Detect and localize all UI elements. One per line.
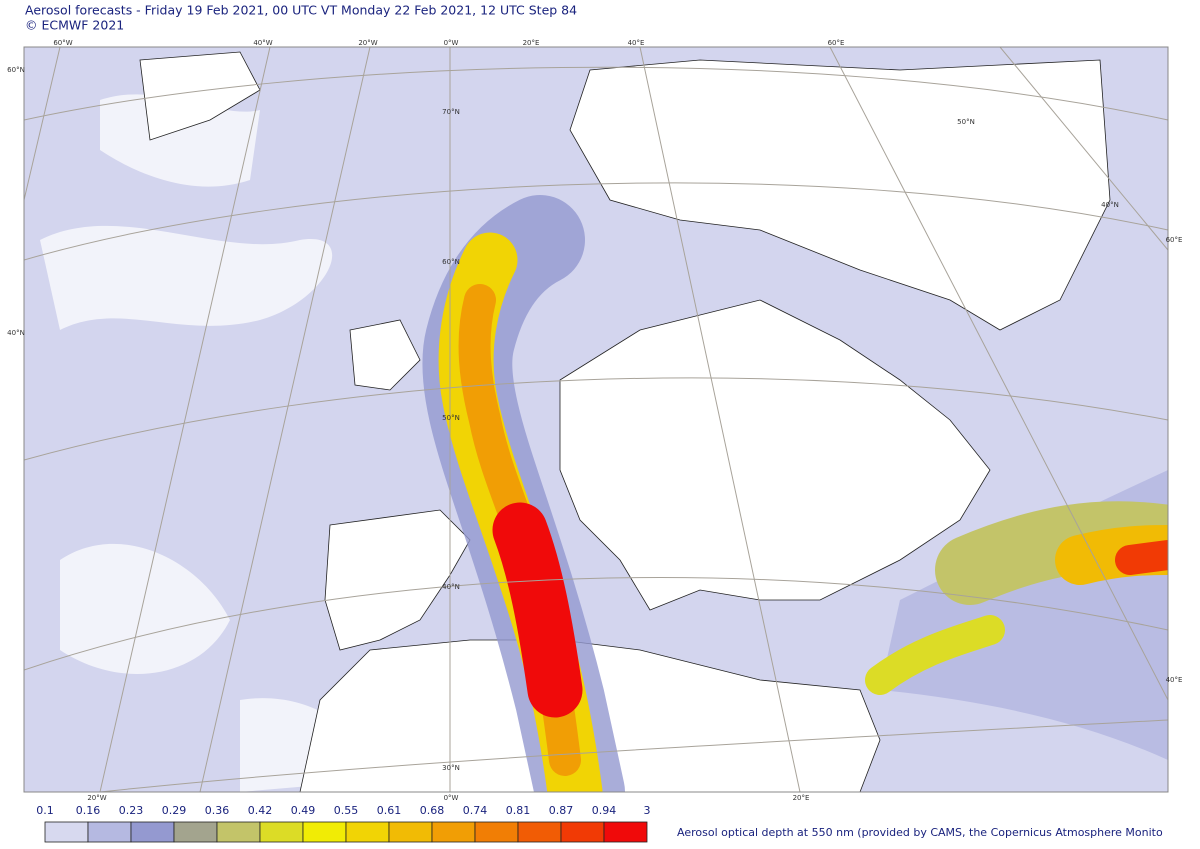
ireland [349,319,421,391]
colorbar-box [431,821,476,843]
graticule-label: 40°N [7,329,25,337]
map [24,47,1168,792]
dynamic: 60°W 40°W 20°W 0°W 20°E 40°E 60°E 60°N 40°N 70°N 6… [7,39,1183,843]
graticule-label: 40°E [1166,676,1183,684]
graticule-label: 20°W [358,39,377,47]
colorbar-tick-label: 0.29 [162,804,187,817]
colorbar-tick-label: 3 [644,804,651,817]
graticule-label: 20°E [523,39,540,47]
colorbar-box [173,821,218,843]
graticule-label: 40°E [628,39,645,47]
colorbar-box [345,821,390,843]
colorbar-tick-label: 0.55 [334,804,359,817]
plume [1115,540,1168,575]
colorbar-tick-label: 0.16 [76,804,101,817]
title: Aerosol forecasts - Friday 19 Feb 2021, … [25,3,577,18]
colorbar-box [560,821,605,843]
graticule-label: 40°N [1101,201,1119,209]
graticule-label: 0°W [444,39,459,47]
north-europe [569,59,1111,331]
graticule-label: 60°W [53,39,72,47]
graticule-label: 70°N [442,108,460,116]
graticule-label: 40°N [442,583,460,591]
colorbar-box [216,821,261,843]
colorbar-tick-label: 0.87 [549,804,574,817]
clean-air [40,94,380,792]
graticule-label: 50°N [442,414,460,422]
colorbar-box [302,821,347,843]
colorbar-box [388,821,433,843]
colorbar-box [603,821,648,843]
colorbar-box [130,821,175,843]
colorbar-tick-label: 0.36 [205,804,230,817]
colorbar-tick-label: 0.74 [463,804,488,817]
colorbar-caption: Aerosol optical depth at 550 nm (provide… [677,826,1163,839]
colorbar-tick-label: 0.49 [291,804,316,817]
colorbar-box [87,821,132,843]
colorbar-tick-label: 0.94 [592,804,617,817]
graticule-label: 60°N [442,258,460,266]
graticule-label: 20°E [793,794,810,802]
graticule-label: 60°E [1166,236,1183,244]
greenland [139,51,261,141]
colorbar-tick-label: 0.1 [36,804,54,817]
colorbar-tick-label: 0.23 [119,804,144,817]
colorbar-tick-label: 0.81 [506,804,531,817]
copyright: © ECMWF 2021 [25,18,124,33]
colorbar-box [517,821,562,843]
meridians [24,47,1168,792]
colorbar-box [44,821,89,843]
graticule-label: 60°N [7,66,25,74]
colorbar-tick-label: 0.42 [248,804,273,817]
parallels [24,66,1168,792]
graticule-label: 40°W [253,39,272,47]
colorbar-tick-label: 0.61 [377,804,402,817]
colorbar-box [259,821,304,843]
graticule-label: 60°E [828,39,845,47]
colorbar-tick-label: 0.68 [420,804,445,817]
colorbar-box [474,821,519,843]
graticule-label: 20°W [87,794,106,802]
plume [492,502,583,718]
graticule-label: 0°W [444,794,459,802]
graticule-label: 50°N [957,118,975,126]
graticule-label: 30°N [442,764,460,772]
map-frame [23,46,1169,793]
plume [865,615,1005,695]
